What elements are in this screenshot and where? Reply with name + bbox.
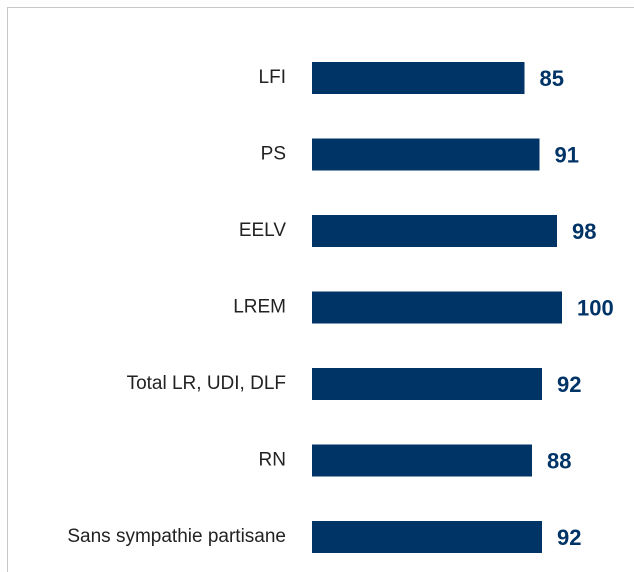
frame <box>7 7 634 572</box>
value-label: 92 <box>557 525 581 550</box>
category-label: LREM <box>233 297 286 318</box>
value-label: 100 <box>577 295 614 320</box>
bar <box>312 138 540 171</box>
value-label: 98 <box>572 219 596 244</box>
bar <box>312 291 562 324</box>
value-label: 85 <box>540 66 564 91</box>
bar <box>312 215 557 247</box>
bar <box>312 521 542 553</box>
value-label: 88 <box>547 448 571 473</box>
category-label: PS <box>261 144 286 165</box>
value-label: 92 <box>557 372 581 397</box>
bar <box>312 62 525 94</box>
category-label: Sans sympathie partisane <box>67 526 286 547</box>
category-label: Total LR, UDI, DLF <box>127 373 286 394</box>
category-label: RN <box>259 450 286 471</box>
bar <box>312 444 532 477</box>
category-label: LFI <box>259 67 286 88</box>
value-label: 91 <box>555 142 579 167</box>
bar <box>312 368 542 400</box>
category-label: EELV <box>239 220 287 241</box>
